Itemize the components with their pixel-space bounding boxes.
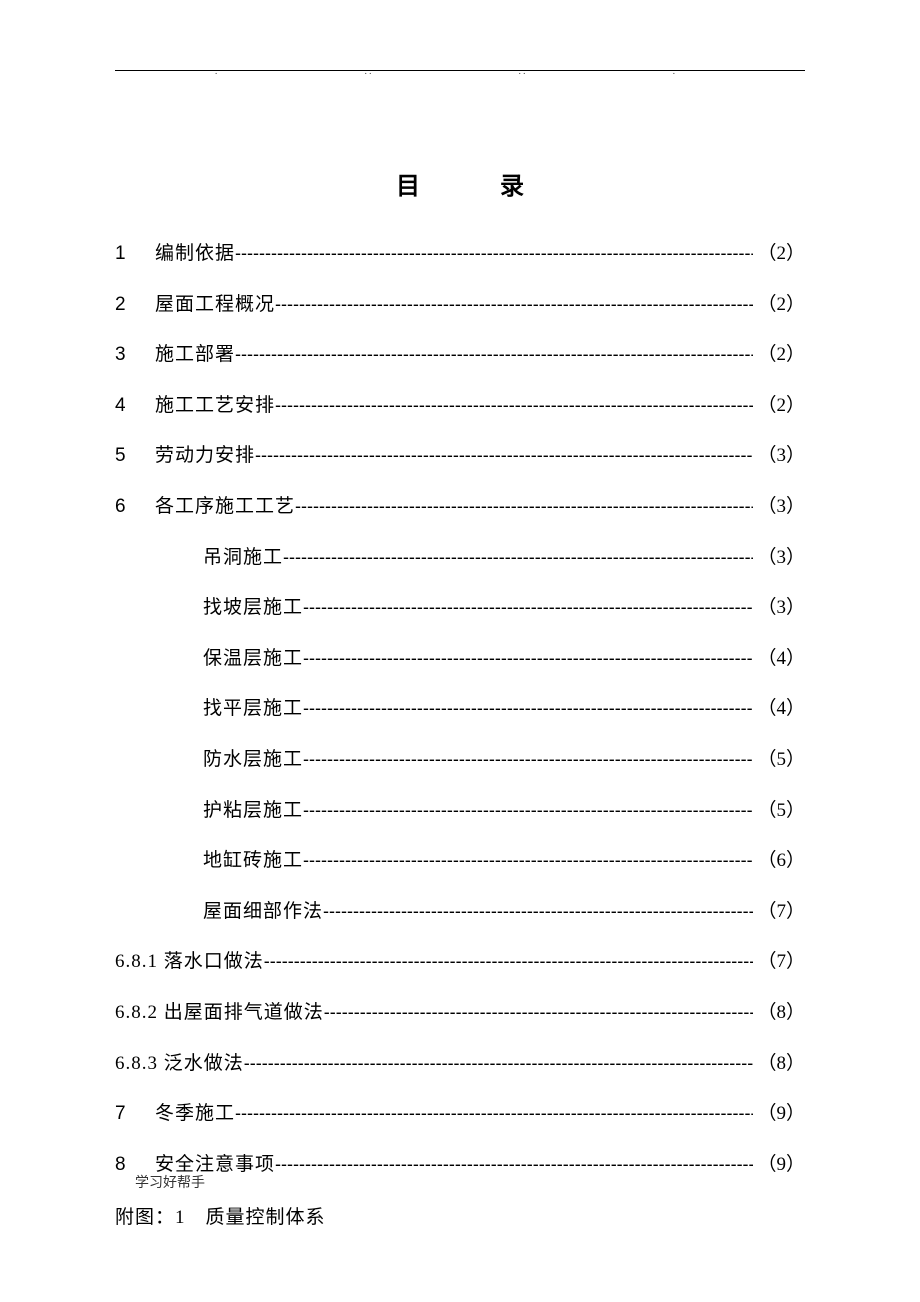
toc-entry-page: （7）: [753, 899, 805, 926]
toc-item: 6.8.3 泛水做法------------------------------…: [115, 1051, 805, 1078]
toc-item: 吊洞施工------------------------------------…: [115, 545, 805, 572]
toc-entry-page: （3）: [753, 545, 805, 572]
toc-entry-page: （9）: [753, 1101, 805, 1128]
toc-leader: ----------------------------------------…: [275, 393, 753, 418]
toc-entry-label: 6.8.2 出屋面排气道做法: [115, 1000, 324, 1027]
header-marks: . . . . . .: [115, 66, 805, 76]
toc-leader: ----------------------------------------…: [303, 646, 753, 671]
toc-item: 5劳动力安排----------------------------------…: [115, 443, 805, 470]
document-page: . . . . . . 目录 1编制依据--------------------…: [0, 0, 920, 1229]
toc-entry-number: 6: [115, 494, 155, 521]
toc-item: 保温层施工-----------------------------------…: [115, 646, 805, 673]
toc-entry-label: 找坡层施工: [203, 595, 303, 622]
toc-entry-label: 施工部署: [155, 342, 235, 369]
toc-entry-label: 各工序施工工艺: [155, 494, 295, 521]
toc-item: 屋面细部作法----------------------------------…: [115, 899, 805, 926]
toc-entry-label: 屋面工程概况: [155, 292, 275, 319]
toc-entry-label: 保温层施工: [203, 646, 303, 673]
toc-leader: ----------------------------------------…: [303, 848, 753, 873]
toc-item: 护粘层施工-----------------------------------…: [115, 798, 805, 825]
toc-entry-page: （4）: [753, 696, 805, 723]
toc-leader: ----------------------------------------…: [303, 798, 753, 823]
toc-entry-label: 地缸砖施工: [203, 848, 303, 875]
toc-entry-page: （5）: [753, 747, 805, 774]
toc-leader: ----------------------------------------…: [303, 747, 753, 772]
toc-item: 7冬季施工-----------------------------------…: [115, 1101, 805, 1128]
toc-list: 1编制依据-----------------------------------…: [115, 241, 805, 1178]
toc-entry-label: 吊洞施工: [203, 545, 283, 572]
toc-entry-page: （8）: [753, 1000, 805, 1027]
toc-leader: ----------------------------------------…: [275, 1152, 753, 1177]
toc-leader: ----------------------------------------…: [323, 899, 753, 924]
toc-leader: ----------------------------------------…: [235, 342, 753, 367]
page-footer: 学习好帮手: [135, 1172, 205, 1192]
toc-item: 6各工序施工工艺--------------------------------…: [115, 494, 805, 521]
toc-entry-page: （5）: [753, 798, 805, 825]
toc-item: 找坡层施工-----------------------------------…: [115, 595, 805, 622]
toc-entry-number: 4: [115, 393, 155, 420]
toc-entry-page: （8）: [753, 1051, 805, 1078]
toc-entry-label: 编制依据: [155, 241, 235, 268]
toc-leader: ----------------------------------------…: [283, 545, 753, 570]
toc-entry-number: 3: [115, 342, 155, 369]
toc-leader: ----------------------------------------…: [295, 494, 753, 519]
toc-entry-page: （9）: [753, 1152, 805, 1179]
appendix-line: 附图：1 质量控制体系: [115, 1202, 805, 1229]
header-mark: . .: [519, 66, 526, 76]
toc-entry-page: （2）: [753, 292, 805, 319]
toc-leader: ----------------------------------------…: [244, 1051, 754, 1076]
toc-entry-label: 屋面细部作法: [203, 899, 323, 926]
toc-entry-page: （2）: [753, 241, 805, 268]
toc-entry-label: 劳动力安排: [155, 443, 255, 470]
toc-leader: ----------------------------------------…: [235, 1101, 753, 1126]
toc-entry-label: 防水层施工: [203, 747, 303, 774]
header-rule: [115, 70, 805, 71]
toc-leader: ----------------------------------------…: [255, 443, 753, 468]
toc-leader: ----------------------------------------…: [303, 595, 753, 620]
toc-entry-number: 5: [115, 443, 155, 470]
toc-entry-page: （3）: [753, 494, 805, 521]
toc-entry-page: （4）: [753, 646, 805, 673]
toc-entry-page: （3）: [753, 443, 805, 470]
toc-leader: ----------------------------------------…: [264, 949, 754, 974]
toc-entry-number: 2: [115, 292, 155, 319]
header-mark: . .: [365, 66, 372, 76]
toc-item: 2屋面工程概况---------------------------------…: [115, 292, 805, 319]
toc-entry-page: （6）: [753, 848, 805, 875]
toc-item: 6.8.2 出屋面排气道做法--------------------------…: [115, 1000, 805, 1027]
toc-entry-label: 冬季施工: [155, 1101, 235, 1128]
toc-item: 1编制依据-----------------------------------…: [115, 241, 805, 268]
toc-entry-label: 施工工艺安排: [155, 393, 275, 420]
header-mark: .: [673, 66, 675, 76]
toc-entry-label: 护粘层施工: [203, 798, 303, 825]
toc-item: 地缸砖施工-----------------------------------…: [115, 848, 805, 875]
toc-leader: ----------------------------------------…: [324, 1000, 754, 1025]
toc-entry-label: 找平层施工: [203, 696, 303, 723]
toc-entry-page: （7）: [753, 949, 805, 976]
toc-item: 防水层施工-----------------------------------…: [115, 747, 805, 774]
toc-entry-number: 1: [115, 241, 155, 268]
toc-item: 找平层施工-----------------------------------…: [115, 696, 805, 723]
toc-item: 3施工部署-----------------------------------…: [115, 342, 805, 369]
toc-title: 目录: [115, 166, 805, 201]
toc-item: 4施工工艺安排---------------------------------…: [115, 393, 805, 420]
toc-leader: ----------------------------------------…: [235, 241, 753, 266]
toc-entry-label: 6.8.3 泛水做法: [115, 1051, 244, 1078]
toc-entry-page: （3）: [753, 595, 805, 622]
toc-leader: ----------------------------------------…: [275, 292, 753, 317]
toc-leader: ----------------------------------------…: [303, 696, 753, 721]
toc-entry-page: （2）: [753, 393, 805, 420]
toc-entry-number: 7: [115, 1101, 155, 1128]
toc-item: 8安全注意事项---------------------------------…: [115, 1152, 805, 1179]
toc-entry-page: （2）: [753, 342, 805, 369]
toc-item: 6.8.1 落水口做法-----------------------------…: [115, 949, 805, 976]
header-mark: .: [215, 66, 217, 76]
toc-entry-label: 6.8.1 落水口做法: [115, 949, 264, 976]
